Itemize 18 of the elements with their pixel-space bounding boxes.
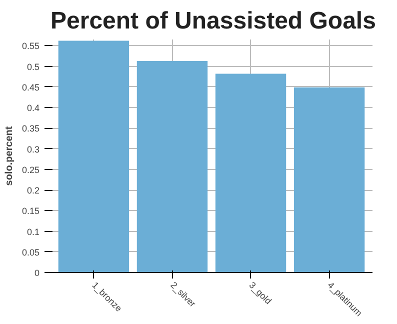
y-axis-title: solo.percent [4, 126, 15, 186]
y-tick-label: 0.45 [22, 82, 40, 92]
bar [215, 74, 286, 272]
y-tick-label: 0.3 [26, 144, 40, 154]
y-tick-label: 0.4 [26, 103, 40, 114]
y-tick-label: 0.15 [22, 206, 40, 216]
y-tick-label: 0.55 [22, 41, 40, 52]
y-tick-label: 0.2 [26, 186, 40, 196]
bar [294, 87, 365, 272]
y-tick-label: 0.35 [22, 124, 40, 134]
bar [136, 60, 208, 272]
y-tick-label: 0 [34, 268, 40, 278]
chart-title: Percent of Unassisted Goals [50, 8, 376, 34]
bar [58, 40, 130, 272]
y-tick-label: 0.5 [26, 62, 40, 72]
y-tick-label: 0.25 [22, 164, 40, 175]
y-tick-label: 0.05 [22, 247, 40, 258]
y-tick-label: 0.1 [26, 226, 40, 237]
